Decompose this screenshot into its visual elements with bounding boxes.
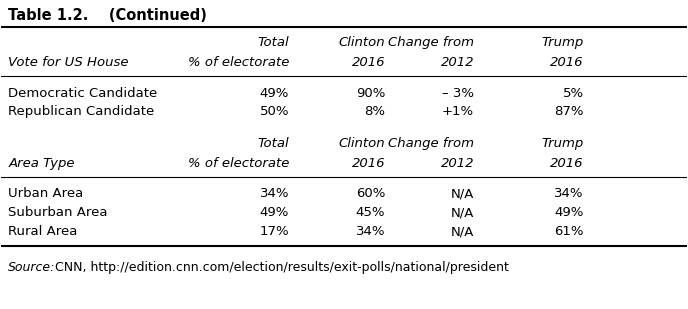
Text: Vote for US House: Vote for US House	[8, 56, 129, 69]
Text: 8%: 8%	[364, 105, 385, 118]
Text: Suburban Area: Suburban Area	[8, 206, 108, 219]
Text: 17%: 17%	[259, 225, 289, 238]
Text: Urban Area: Urban Area	[8, 187, 83, 200]
Text: – 3%: – 3%	[442, 87, 474, 100]
Text: Clinton: Clinton	[338, 36, 385, 49]
Text: Change from: Change from	[388, 137, 474, 150]
Text: 2012: 2012	[441, 157, 474, 170]
Text: Table 1.2.    (Continued): Table 1.2. (Continued)	[8, 8, 207, 23]
Text: 87%: 87%	[555, 105, 584, 118]
Text: 5%: 5%	[563, 87, 584, 100]
Text: 34%: 34%	[259, 187, 289, 200]
Text: 49%: 49%	[260, 87, 289, 100]
Text: 2016: 2016	[550, 157, 584, 170]
Text: Area Type: Area Type	[8, 157, 75, 170]
Text: Source:: Source:	[8, 261, 56, 274]
Text: Democratic Candidate: Democratic Candidate	[8, 87, 158, 100]
Text: N/A: N/A	[451, 206, 474, 219]
Text: 2012: 2012	[441, 56, 474, 69]
Text: 60%: 60%	[356, 187, 385, 200]
Text: +1%: +1%	[442, 105, 474, 118]
Text: 2016: 2016	[352, 157, 385, 170]
Text: Trump: Trump	[541, 137, 584, 150]
Text: 2016: 2016	[550, 56, 584, 69]
Text: 45%: 45%	[356, 206, 385, 219]
Text: 50%: 50%	[259, 105, 289, 118]
Text: Clinton: Clinton	[338, 137, 385, 150]
Text: 49%: 49%	[260, 206, 289, 219]
Text: Total: Total	[257, 137, 289, 150]
Text: 49%: 49%	[555, 206, 584, 219]
Text: 90%: 90%	[356, 87, 385, 100]
Text: 34%: 34%	[356, 225, 385, 238]
Text: Trump: Trump	[541, 36, 584, 49]
Text: N/A: N/A	[451, 187, 474, 200]
Text: Republican Candidate: Republican Candidate	[8, 105, 155, 118]
Text: N/A: N/A	[451, 225, 474, 238]
Text: % of electorate: % of electorate	[188, 56, 289, 69]
Text: Change from: Change from	[388, 36, 474, 49]
Text: CNN, http://edition.cnn.com/election/results/exit-polls/national/president: CNN, http://edition.cnn.com/election/res…	[51, 261, 508, 274]
Text: Total: Total	[257, 36, 289, 49]
Text: 34%: 34%	[555, 187, 584, 200]
Text: 2016: 2016	[352, 56, 385, 69]
Text: 61%: 61%	[555, 225, 584, 238]
Text: Rural Area: Rural Area	[8, 225, 78, 238]
Text: % of electorate: % of electorate	[188, 157, 289, 170]
